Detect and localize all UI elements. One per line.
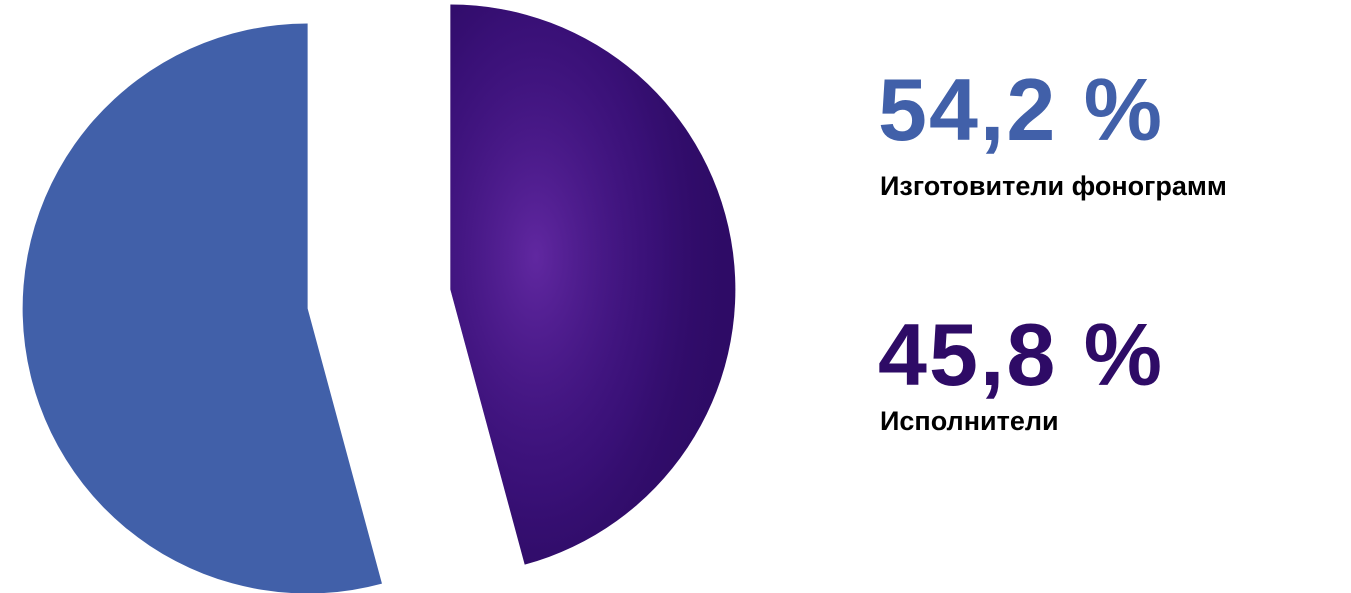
value-label: 54,2 % bbox=[878, 60, 1164, 159]
pie-slice bbox=[22, 23, 382, 593]
value-label: 45,8 % bbox=[878, 305, 1164, 404]
legend-label: Изготовители фонограмм bbox=[880, 171, 1227, 201]
legend-label: Исполнители bbox=[880, 406, 1059, 436]
slice-texture bbox=[450, 4, 736, 565]
